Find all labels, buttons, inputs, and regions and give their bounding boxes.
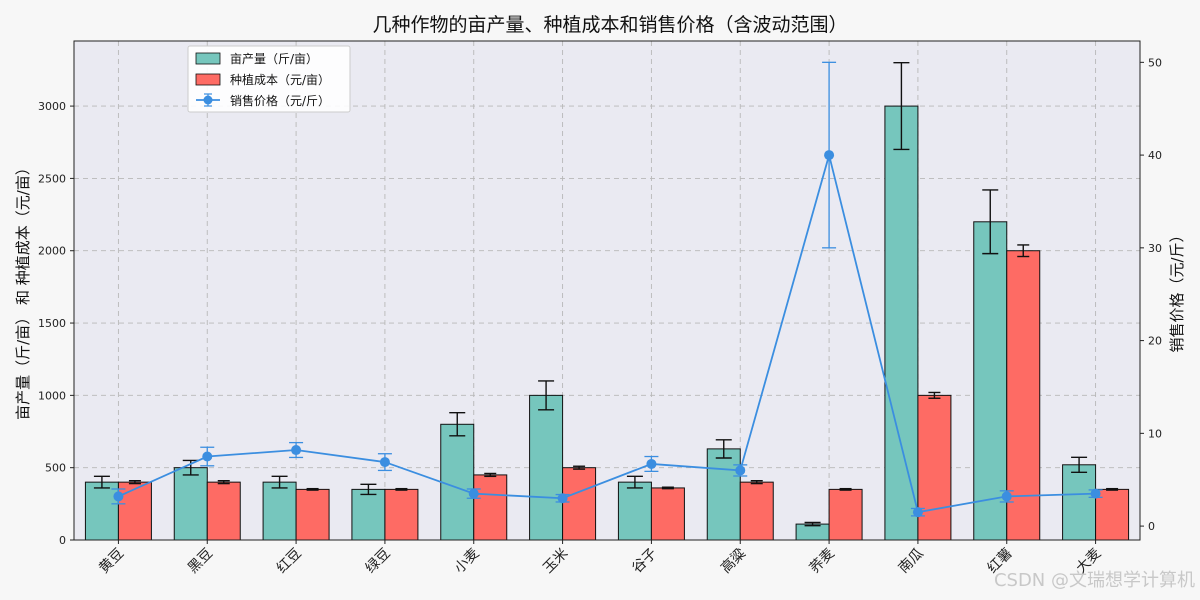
watermark: CSDN @文瑞想学计算机: [994, 570, 1195, 591]
bar-yield: [617, 481, 652, 541]
x-tick-label: 南瓜: [896, 546, 927, 577]
price-line-layer: [111, 61, 1103, 518]
bar-yield: [262, 481, 297, 541]
x-axis: 黄豆 黑豆 红豆 绿豆 小麦 玉米 谷子 高粱 荞麦 南瓜 红薯 大麦: [95, 540, 1104, 577]
x-tick-label: 玉米: [540, 546, 571, 577]
bar-cost: [295, 488, 330, 541]
x-tick-label: 黑豆: [185, 546, 216, 577]
price-point: [824, 150, 835, 161]
price-point: [113, 491, 124, 502]
bar-yield: [529, 394, 564, 541]
x-tick-label: 荞麦: [807, 546, 838, 577]
legend-swatch-cost: [195, 73, 221, 86]
plot-frame: [73, 40, 1141, 541]
bar-yield: [173, 467, 208, 541]
y-tick-label-left: 2000: [38, 245, 66, 258]
left-y-axis: 0 500 1000 1500 2000 2500 3000: [38, 100, 74, 547]
bar-yield: [884, 105, 919, 541]
bar-cost: [562, 467, 597, 541]
y-axis-label-right: 销售价格（元/斤）: [1168, 227, 1186, 352]
legend-swatch-yield: [195, 52, 221, 65]
bar-cost: [473, 474, 508, 541]
legend-box: [187, 45, 351, 113]
y-tick-label-left: 2500: [38, 172, 66, 185]
plot-area: [74, 41, 1140, 540]
y-tick-label-right: 50: [1148, 56, 1162, 69]
y-tick-label-left: 1500: [38, 317, 66, 330]
price-point: [1090, 488, 1101, 499]
price-point: [291, 445, 302, 456]
y-axis-label-left: 亩产量（斤/亩） 和 种植成本（元/亩）: [14, 160, 32, 420]
bar-yield: [440, 423, 475, 541]
bar-cost: [384, 488, 419, 541]
bar-cost: [1006, 250, 1041, 541]
legend: 亩产量（斤/亩） 种植成本（元/亩） 销售价格（元/斤）: [187, 45, 351, 113]
bar-yield: [795, 523, 830, 541]
price-point: [557, 493, 568, 504]
legend-label-cost: 种植成本（元/亩）: [230, 72, 330, 87]
y-tick-label-left: 500: [45, 462, 66, 475]
bar-cost: [650, 487, 685, 541]
price-point: [735, 465, 746, 476]
price-point: [646, 458, 657, 469]
bar-cost: [917, 394, 952, 541]
bar-error-bars: [93, 61, 1119, 527]
bar-yield: [1062, 464, 1097, 541]
price-point: [379, 457, 390, 468]
y-tick-label-right: 10: [1148, 427, 1162, 440]
y-tick-label-left: 1000: [38, 389, 66, 402]
bar-yield: [973, 221, 1008, 541]
price-point: [1001, 491, 1012, 502]
bar-cost: [117, 481, 152, 541]
bar-cost: [739, 481, 774, 541]
bars-layer: [84, 105, 1130, 541]
x-tick-label: 黄豆: [95, 545, 127, 577]
legend-label-yield: 亩产量（斤/亩）: [230, 51, 318, 66]
y-tick-label-left: 3000: [38, 100, 66, 113]
y-tick-label-right: 20: [1148, 335, 1162, 348]
bar-cost: [828, 488, 863, 541]
x-tick-label: 绿豆: [363, 546, 394, 577]
price-line: [118, 151, 1096, 514]
y-tick-label-right: 40: [1148, 149, 1162, 162]
price-point: [912, 507, 923, 518]
legend-marker: [203, 95, 213, 105]
x-tick-label: 谷子: [629, 546, 660, 577]
legend-swatch-price: [196, 93, 220, 107]
y-tick-label-right: 0: [1148, 520, 1155, 533]
price-point: [468, 488, 479, 499]
bar-cost: [206, 481, 241, 541]
x-tick-label: 高粱: [717, 545, 749, 577]
x-tick-label: 红豆: [274, 546, 305, 577]
y-tick-label-left: 0: [59, 534, 66, 547]
bar-yield: [84, 481, 119, 541]
y-tick-label-right: 30: [1148, 242, 1162, 255]
legend-label-price: 销售价格（元/斤）: [230, 93, 330, 108]
chart-title: 几种作物的亩产量、种植成本和销售价格（含波动范围）: [372, 14, 847, 36]
x-tick-label: 小麦: [451, 546, 482, 577]
bar-yield: [706, 448, 741, 541]
bar-yield: [351, 488, 386, 541]
right-y-axis: 0 10 20 30 40 50: [1140, 56, 1162, 533]
price-point: [202, 451, 213, 462]
